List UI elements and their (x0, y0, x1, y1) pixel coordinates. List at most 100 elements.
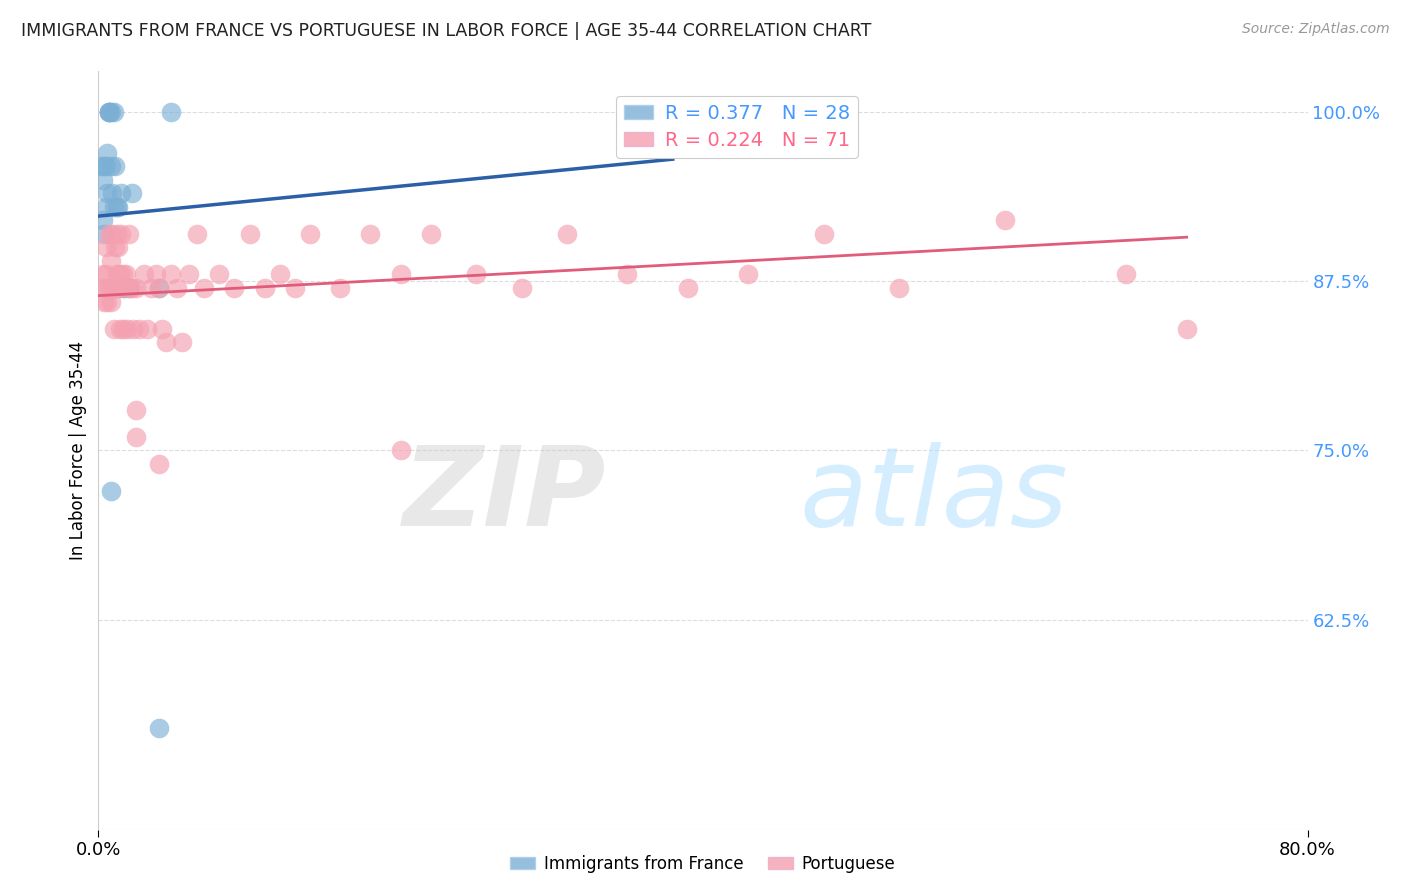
Point (269, 268, 291, 282)
Point (1175, 321, 1198, 335)
Point (104, 159, 127, 173)
Point (179, 268, 201, 282)
Point (91, 172, 114, 186)
Point (93, 281, 115, 295)
Point (555, 227, 578, 241)
Text: Source: ZipAtlas.com: Source: ZipAtlas.com (1241, 22, 1389, 37)
Point (148, 281, 170, 295)
Point (208, 268, 231, 282)
Point (94, 240, 117, 254)
Y-axis label: In Labor Force | Age 35-44: In Labor Force | Age 35-44 (69, 341, 87, 560)
Point (224, 281, 246, 295)
Point (145, 268, 167, 282)
Point (93, 159, 115, 173)
Point (465, 268, 488, 282)
Point (100, 484, 122, 499)
Point (94, 159, 117, 173)
Point (389, 268, 412, 282)
Point (107, 240, 129, 254)
Point (150, 321, 173, 335)
Point (1115, 268, 1137, 282)
Point (96, 281, 118, 295)
Point (103, 105, 125, 120)
Point (128, 321, 150, 335)
Point (661, 105, 683, 120)
Point (94, 200, 117, 214)
Point (91, 213, 114, 227)
Point (115, 321, 138, 335)
Point (994, 213, 1017, 227)
Point (170, 335, 193, 350)
Point (105, 268, 128, 282)
Point (105, 227, 128, 241)
Point (148, 721, 170, 735)
Point (111, 321, 134, 335)
Point (103, 281, 125, 295)
Point (94, 268, 117, 282)
Point (166, 281, 188, 295)
Legend: R = 0.377   N = 28, R = 0.224   N = 71: R = 0.377 N = 28, R = 0.224 N = 71 (616, 96, 858, 158)
Point (112, 281, 135, 295)
Point (186, 227, 208, 241)
Point (121, 186, 143, 201)
Point (155, 335, 177, 350)
Point (118, 281, 141, 295)
Text: atlas: atlas (800, 442, 1069, 549)
Point (889, 281, 911, 295)
Point (104, 281, 127, 295)
Point (813, 227, 835, 241)
Point (90, 159, 112, 173)
Point (104, 240, 127, 254)
Point (108, 268, 131, 282)
Point (239, 227, 262, 241)
Point (101, 227, 124, 241)
Point (284, 281, 307, 295)
Point (98, 281, 121, 295)
Point (510, 281, 533, 295)
Point (135, 321, 157, 335)
Point (112, 281, 135, 295)
Point (125, 402, 148, 417)
Point (107, 281, 129, 295)
Point (110, 227, 132, 241)
Point (120, 281, 142, 295)
Point (108, 321, 131, 335)
Point (616, 268, 638, 282)
Point (100, 105, 122, 120)
Point (111, 268, 134, 282)
Point (420, 227, 443, 241)
Point (122, 321, 145, 335)
Text: IMMIGRANTS FROM FRANCE VS PORTUGUESE IN LABOR FORCE | AGE 35-44 CORRELATION CHAR: IMMIGRANTS FROM FRANCE VS PORTUGUESE IN … (21, 22, 872, 40)
Point (132, 268, 155, 282)
Point (98, 105, 121, 120)
Point (100, 254, 122, 268)
Point (91, 268, 114, 282)
Point (160, 268, 183, 282)
Point (253, 281, 276, 295)
Point (110, 186, 132, 201)
Point (96, 294, 118, 309)
Point (101, 186, 124, 201)
Point (148, 457, 170, 471)
Point (96, 186, 118, 201)
Point (100, 294, 122, 309)
Point (360, 227, 382, 241)
Point (103, 200, 125, 214)
Point (93, 227, 115, 241)
Point (108, 281, 131, 295)
Point (93, 294, 115, 309)
Point (148, 281, 170, 295)
Point (125, 281, 148, 295)
Point (141, 281, 163, 295)
Point (121, 281, 143, 295)
Point (125, 430, 148, 444)
Point (98, 105, 121, 120)
Point (96, 145, 118, 160)
Point (100, 159, 122, 173)
Point (160, 105, 183, 120)
Point (107, 200, 129, 214)
Text: ZIP: ZIP (402, 442, 606, 549)
Point (114, 268, 136, 282)
Point (389, 443, 412, 458)
Point (193, 281, 215, 295)
